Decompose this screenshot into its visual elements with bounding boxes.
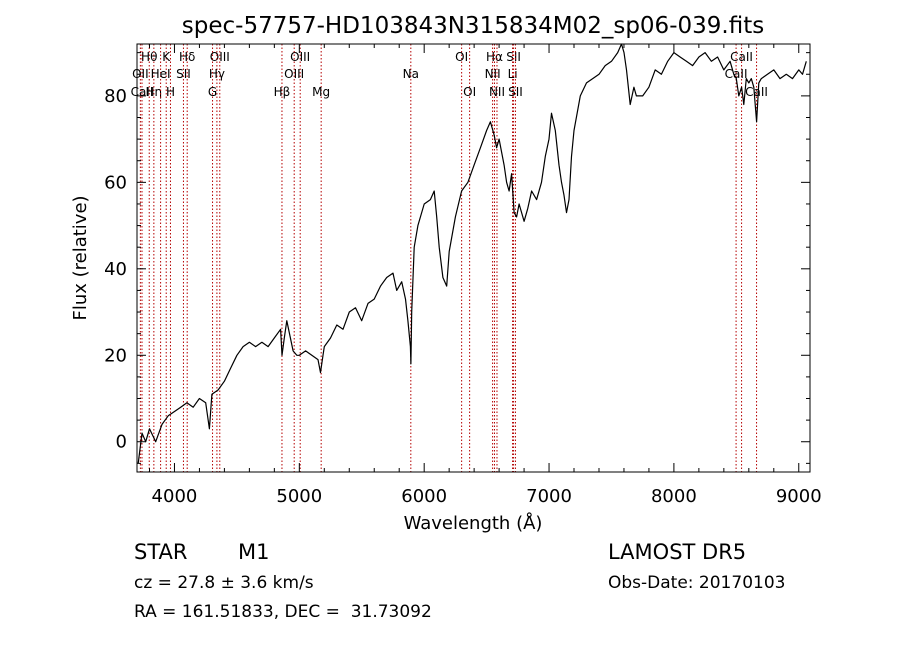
line-marker-label: SII: [176, 67, 191, 81]
line-marker-label: OIII: [290, 50, 310, 64]
x-tick-label: 8000: [651, 486, 697, 507]
line-marker-label: NII: [489, 85, 505, 99]
object-class: M1: [238, 540, 270, 564]
y-tick-label: 40: [104, 259, 127, 280]
line-marker-label: CaII: [730, 50, 753, 64]
line-marker-label: OI: [463, 85, 476, 99]
line-marker-label: HeI: [151, 67, 171, 81]
line-marker-label: SII: [506, 50, 521, 64]
line-marker-label: H: [166, 85, 175, 99]
y-tick-label: 60: [104, 172, 127, 193]
line-marker-label: Hα: [486, 50, 503, 64]
chart-title: spec-57757-HD103843N315834M02_sp06-039.f…: [182, 13, 764, 39]
line-marker-label: K: [162, 50, 171, 64]
plot-frame: [136, 43, 811, 473]
x-tick-label: 6000: [401, 486, 447, 507]
x-tick-label: 7000: [526, 486, 572, 507]
line-marker-label: Li: [508, 67, 518, 81]
line-marker-label: CaII: [725, 67, 748, 81]
line-marker-label: OIII: [284, 67, 304, 81]
axes: 4000 5000 6000 7000 8000 9000 0 20 40 60 80: [104, 44, 822, 507]
line-marker-label: OI: [455, 50, 468, 64]
line-marker-label: NII: [485, 67, 501, 81]
x-axis-label: Wavelength (Å): [404, 512, 543, 534]
line-marker-label: Hθ: [141, 50, 157, 64]
survey-name: LAMOST DR5: [608, 540, 747, 564]
x-tick-label: 4000: [152, 486, 198, 507]
y-axis-label: Flux (relative): [70, 195, 91, 320]
y-tick-label: 80: [104, 86, 127, 107]
observation-date: Obs-Date: 20170103: [608, 573, 786, 593]
line-marker-label: Hη: [146, 85, 163, 99]
line-marker-label: Hδ: [179, 50, 195, 64]
y-tick-label: 0: [116, 432, 127, 453]
line-marker-label: CaII: [745, 85, 768, 99]
object-type: STAR: [134, 540, 188, 564]
y-tick-label: 20: [104, 345, 127, 366]
spectrum-line: [137, 43, 807, 464]
redshift-cz: cz = 27.8 ± 3.6 km/s: [134, 573, 314, 593]
line-marker-label: CaII: [131, 85, 154, 99]
x-tick-label: 9000: [776, 486, 822, 507]
ra-dec-coordinates: RA = 161.51833, DEC = 31.73092: [134, 602, 432, 622]
line-marker-label: Hβ: [274, 85, 291, 99]
line-marker-label: Hγ: [209, 67, 225, 81]
line-marker-label: OIII: [210, 50, 230, 64]
line-marker-label: Na: [403, 67, 419, 81]
x-tick-label: 5000: [276, 486, 322, 507]
line-marker-label: G: [208, 85, 217, 99]
line-marker-label: Mg: [312, 85, 330, 99]
line-marker-label: SII: [508, 85, 523, 99]
